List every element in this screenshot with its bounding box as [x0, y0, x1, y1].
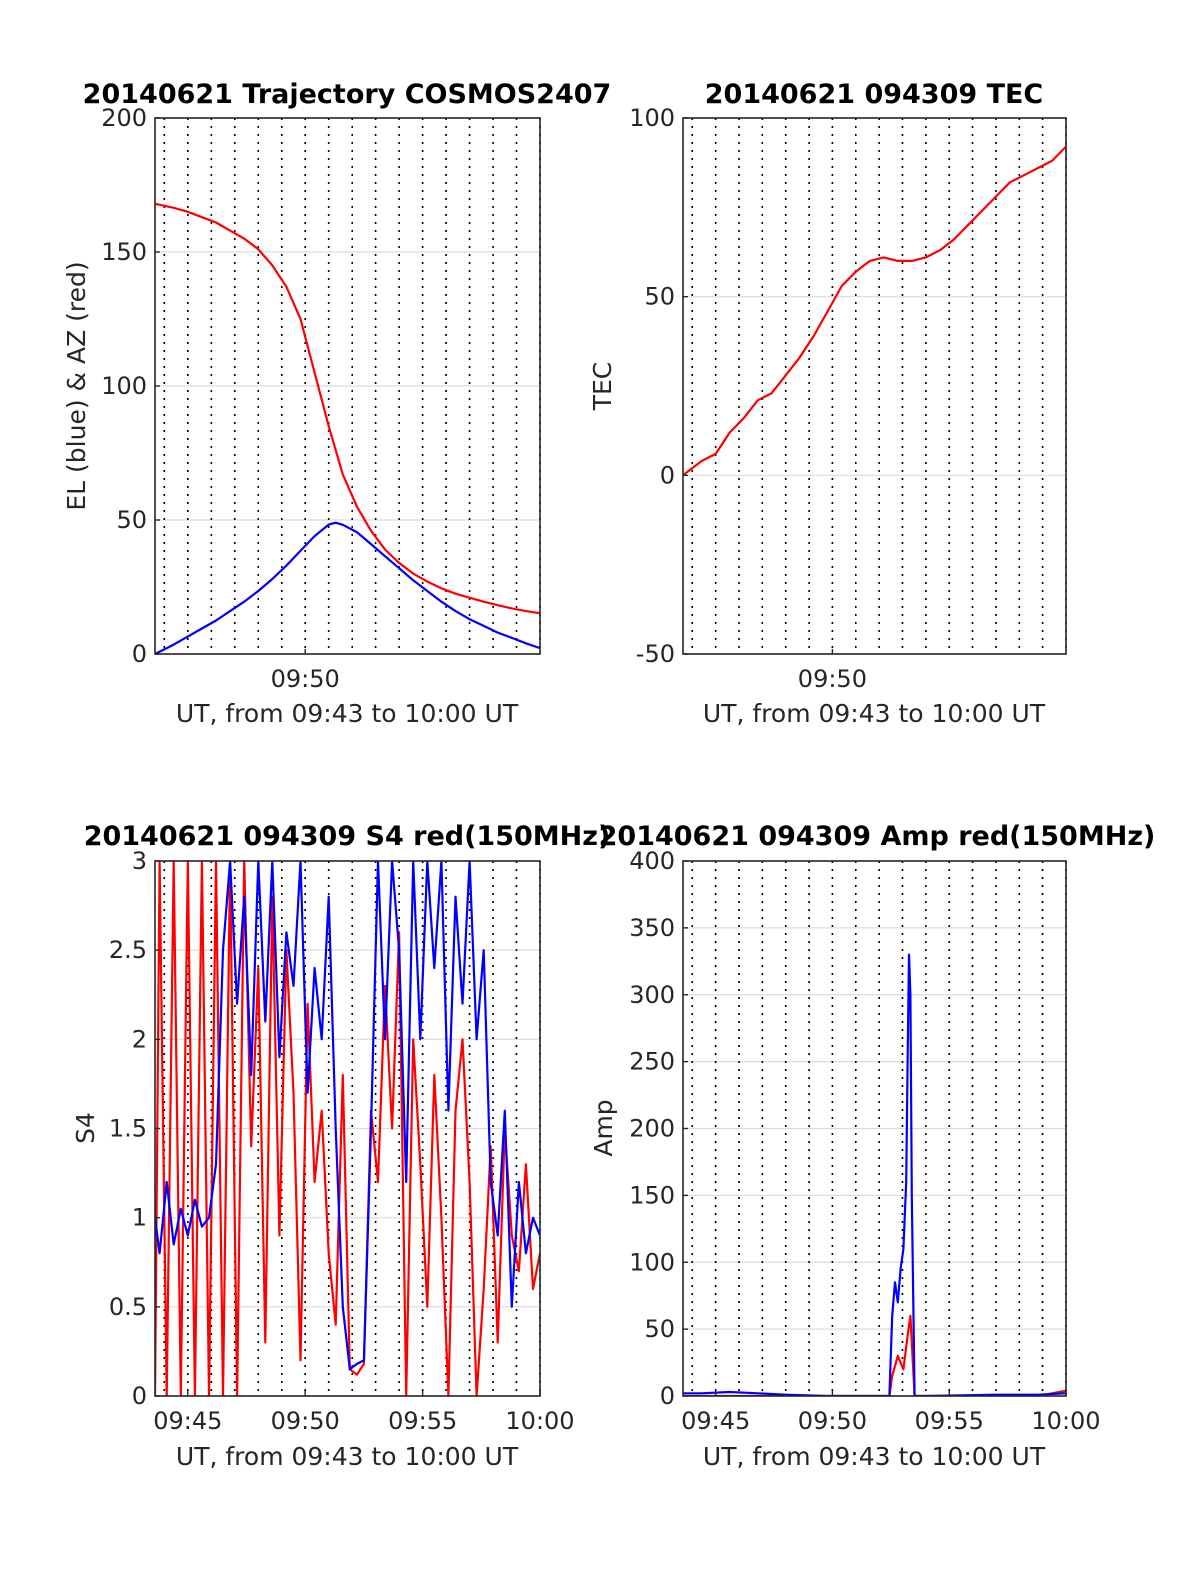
- y-tick-label: 1: [132, 1204, 147, 1232]
- y-tick-label: 400: [629, 847, 675, 875]
- y-tick-label: 250: [629, 1048, 675, 1076]
- x-axis-label: UT, from 09:43 to 10:00 UT: [703, 699, 1046, 728]
- plot-frame: [682, 117, 1067, 655]
- y-tick-label: 0: [132, 640, 147, 668]
- y-tick-label: 300: [629, 981, 675, 1009]
- x-axis-label: UT, from 09:43 to 10:00 UT: [176, 699, 519, 728]
- chart-s4: 20140621 094309 S4 red(150MHz) S4 UT, fr…: [71, 821, 610, 1471]
- chart-amp: 20140621 094309 Amp red(150MHz) Amp UT, …: [589, 821, 1155, 1471]
- x-tick-label: 10:00: [505, 1407, 574, 1435]
- x-axis-label: UT, from 09:43 to 10:00 UT: [176, 1442, 519, 1471]
- y-tick-label: 2.5: [109, 936, 147, 964]
- y-axis-label: S4: [71, 1112, 100, 1144]
- chart-trajectory: 20140621 Trajectory COSMOS2407 EL (blue)…: [62, 79, 611, 728]
- y-tick-label: 50: [644, 283, 675, 311]
- y-tick-label: 0: [132, 1382, 147, 1410]
- series-line-1: [683, 953, 1066, 1396]
- x-tick-label: 09:50: [798, 665, 867, 693]
- x-tick-label: 10:00: [1031, 1407, 1100, 1435]
- x-tick-label: 09:45: [153, 1407, 222, 1435]
- x-tick-label: 09:50: [271, 665, 340, 693]
- series-line-0: [155, 202, 540, 615]
- chart-tec: 20140621 094309 TEC TEC UT, from 09:43 t…: [588, 79, 1067, 728]
- y-tick-label: 350: [629, 914, 675, 942]
- y-tick-label: 150: [101, 238, 147, 266]
- x-tick-label: 09:45: [681, 1407, 750, 1435]
- series-line-0: [683, 145, 1066, 477]
- series-line-0: [155, 861, 540, 1396]
- y-tick-label: 50: [644, 1315, 675, 1343]
- x-tick-label: 09:55: [915, 1407, 984, 1435]
- series-line-0: [683, 1314, 1066, 1396]
- y-tick-label: 0: [660, 461, 675, 489]
- y-tick-label: 50: [116, 506, 147, 534]
- chart-title: 20140621 094309 TEC: [705, 79, 1044, 110]
- y-tick-label: 100: [629, 104, 675, 132]
- x-tick-label: 09:55: [388, 1407, 457, 1435]
- series-line-1: [155, 861, 540, 1371]
- y-axis-label: Amp: [589, 1099, 618, 1156]
- y-tick-label: -50: [636, 640, 675, 668]
- y-axis-label: EL (blue) & AZ (red): [62, 261, 91, 510]
- y-tick-label: 2: [132, 1025, 147, 1053]
- y-tick-label: 200: [629, 1115, 675, 1143]
- chart-title: 20140621 094309 S4 red(150MHz): [84, 821, 611, 852]
- series-line-1: [155, 521, 540, 654]
- chart-title: 20140621 Trajectory COSMOS2407: [83, 79, 612, 110]
- x-tick-label: 09:50: [271, 1407, 340, 1435]
- y-axis-label: TEC: [588, 362, 617, 412]
- y-tick-label: 100: [629, 1248, 675, 1276]
- x-axis-label: UT, from 09:43 to 10:00 UT: [703, 1442, 1046, 1471]
- y-tick-label: 0: [660, 1382, 675, 1410]
- y-tick-label: 1.5: [109, 1115, 147, 1143]
- y-tick-label: 3: [132, 847, 147, 875]
- x-tick-label: 09:50: [798, 1407, 867, 1435]
- y-tick-label: 150: [629, 1181, 675, 1209]
- chart-title: 20140621 094309 Amp red(150MHz): [599, 821, 1156, 852]
- y-tick-label: 0.5: [109, 1293, 147, 1321]
- y-tick-label: 100: [101, 372, 147, 400]
- y-tick-label: 200: [101, 104, 147, 132]
